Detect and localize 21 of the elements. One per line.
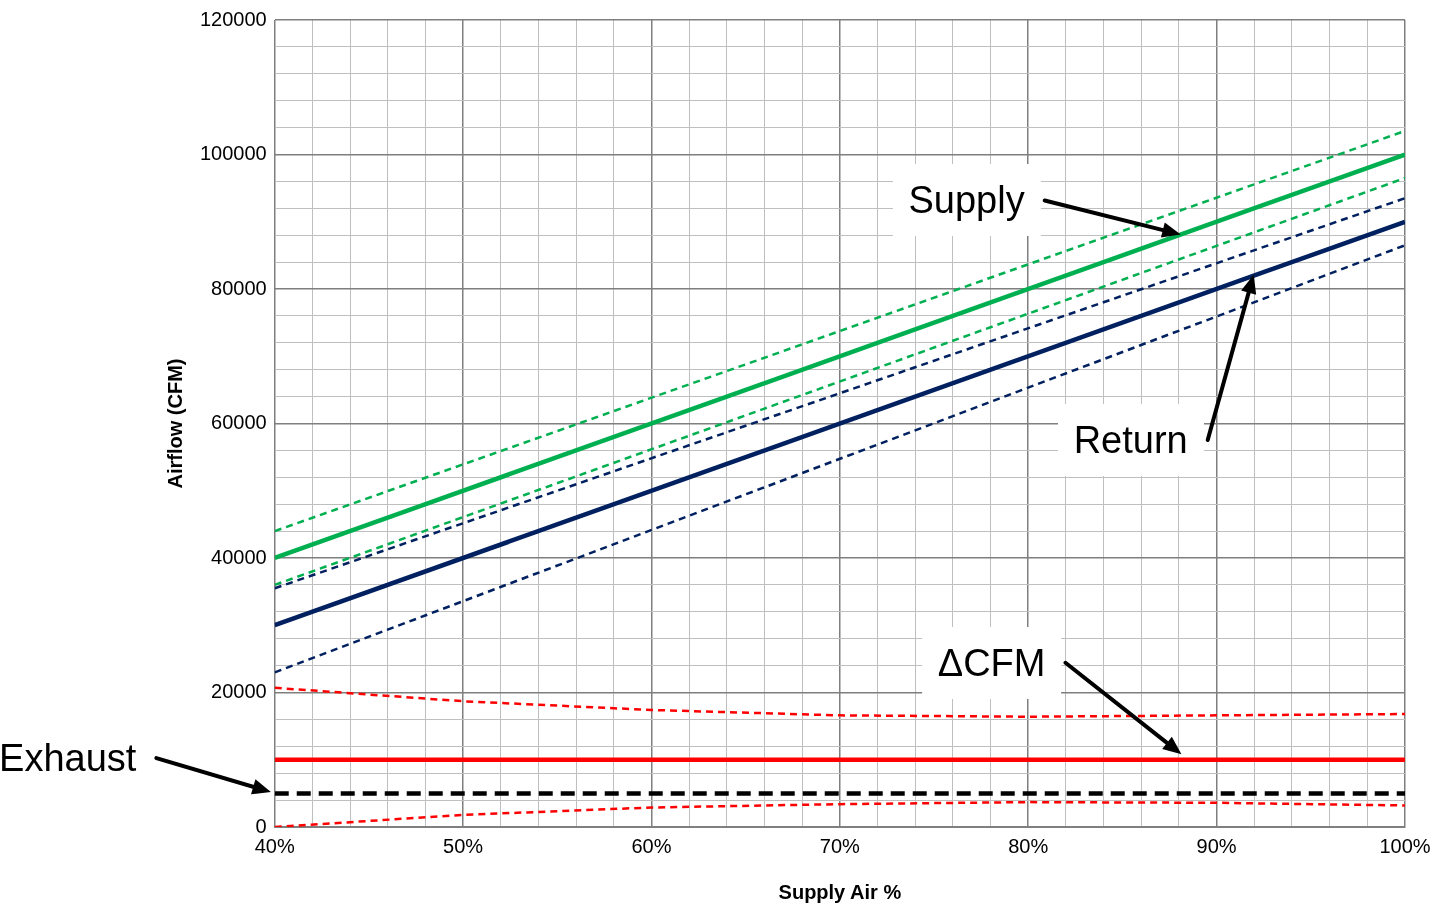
annotation: Supply <box>892 164 1041 237</box>
x-tick-label: 70% <box>819 834 861 857</box>
annotation: ΔCFM <box>921 626 1062 699</box>
x-tick-label: 60% <box>631 834 672 857</box>
text: Exhaust <box>0 722 153 795</box>
y-tick-label: 120000 <box>199 7 267 30</box>
x-tick-label: 100% <box>1379 834 1431 857</box>
y-tick-label: 60000 <box>211 411 267 434</box>
y-tick-label: 20000 <box>211 680 267 703</box>
y-axis-title: Airflow (CFM) <box>163 358 186 489</box>
x-tick-label: 90% <box>1196 834 1237 857</box>
x-tick-label: 80% <box>1008 834 1049 857</box>
y-tick-label: 0 <box>255 814 267 837</box>
y-tick-label: 80000 <box>211 276 267 299</box>
y-tick-label: 40000 <box>211 545 267 568</box>
x-tick-label: 40% <box>254 834 295 857</box>
annotation: Return <box>1057 403 1204 476</box>
x-tick-label: 50% <box>443 834 484 857</box>
x-axis-title: Supply Air % <box>778 880 902 903</box>
y-tick-label: 100000 <box>199 142 267 165</box>
line-series <box>274 686 1405 718</box>
